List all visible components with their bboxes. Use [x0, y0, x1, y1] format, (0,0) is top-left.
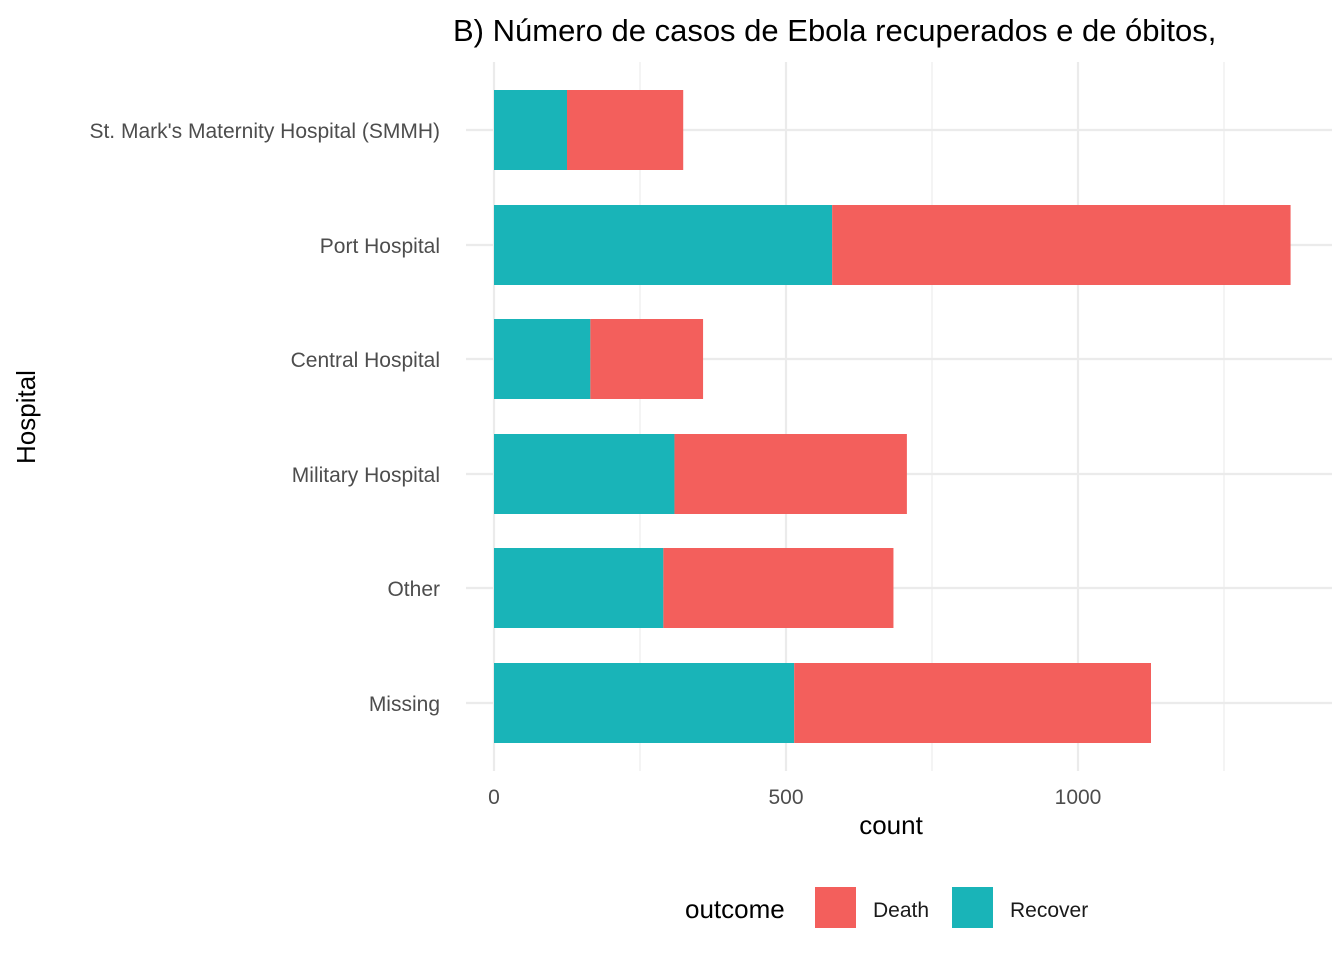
bars: [494, 90, 1291, 743]
legend: outcome Death Recover: [685, 887, 1088, 928]
legend-title: outcome: [685, 894, 785, 924]
bar-death: [567, 90, 684, 170]
y-axis-title: Hospital: [11, 370, 41, 464]
bar-death: [663, 548, 894, 628]
x-tick-label: 500: [768, 786, 803, 809]
x-tick-label: 0: [488, 786, 500, 809]
y-tick-label: Missing: [369, 693, 440, 716]
y-tick-labels: St. Mark's Maternity Hospital (SMMH) Port…: [89, 120, 440, 716]
bar-recover: [494, 319, 591, 399]
bar-recover: [494, 548, 664, 628]
bar-death: [832, 205, 1291, 285]
y-tick-label: Central Hospital: [291, 349, 440, 372]
y-tick-label: Port Hospital: [320, 235, 440, 258]
x-tick-label: 1000: [1055, 786, 1102, 809]
y-tick-label: St. Mark's Maternity Hospital (SMMH): [89, 120, 440, 143]
bar-recover: [494, 90, 567, 170]
bar-recover: [494, 663, 795, 743]
legend-key-recover: [952, 887, 993, 928]
x-axis-title: count: [859, 810, 923, 840]
legend-label-death: Death: [873, 899, 929, 922]
chart-title: B) Número de casos de Ebola recuperados …: [453, 13, 1216, 48]
bar-recover: [494, 205, 833, 285]
x-tick-labels: 0 500 1000: [488, 786, 1101, 809]
y-tick-label: Military Hospital: [292, 464, 440, 487]
legend-key-death: [815, 887, 856, 928]
bar-recover: [494, 434, 675, 514]
bar-death: [794, 663, 1151, 743]
bar-death: [674, 434, 907, 514]
bar-death: [590, 319, 704, 399]
y-tick-label: Other: [387, 578, 440, 601]
legend-label-recover: Recover: [1010, 899, 1088, 922]
